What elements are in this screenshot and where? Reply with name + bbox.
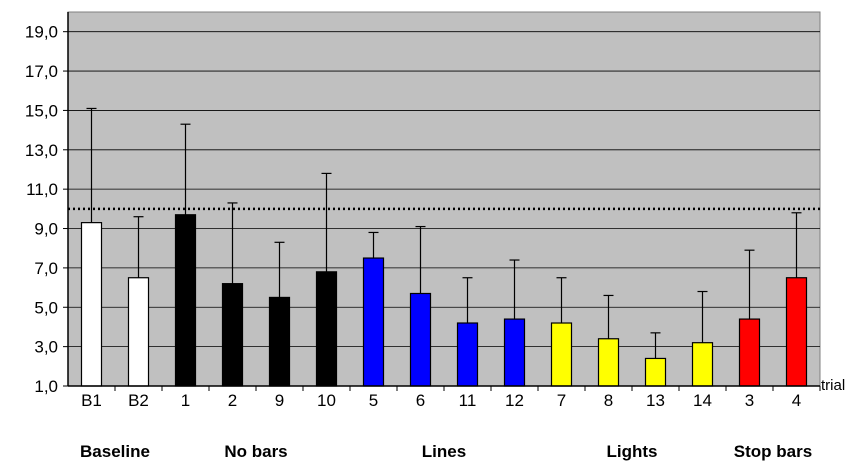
bar [127, 277, 150, 387]
bar [503, 318, 526, 387]
x-tick-label: 4 [792, 391, 801, 410]
x-tick-label: B2 [128, 391, 149, 410]
group-label: Stop bars [734, 442, 812, 461]
x-tick-label: 2 [228, 391, 237, 410]
y-tick-label: 7,0 [34, 259, 58, 278]
y-axis-ticks: 1,0 3,0 5,0 7,0 9,0 11,0 13,0 15,0 17,0 19,0 [25, 23, 68, 396]
x-axis-ticks: B1 B2 1 2 9 10 5 6 11 12 7 8 13 14 3 4 [81, 386, 821, 410]
bar [456, 322, 479, 387]
bars [80, 214, 808, 387]
x-tick-label: 12 [505, 391, 524, 410]
y-tick-label: 13,0 [25, 141, 58, 160]
y-tick-label: 1,0 [34, 377, 58, 396]
x-tick-label: 7 [557, 391, 566, 410]
x-tick-label: 8 [604, 391, 613, 410]
bar [362, 257, 385, 387]
y-tick-label: 3,0 [34, 338, 58, 357]
bar [644, 357, 667, 387]
bar [691, 342, 714, 387]
x-tick-label: 1 [181, 391, 190, 410]
bar [221, 283, 244, 387]
bar [80, 222, 103, 387]
y-tick-label: 11,0 [26, 180, 58, 199]
bar [785, 277, 808, 387]
x-tick-label: B1 [81, 391, 102, 410]
bar [597, 338, 620, 387]
group-label: Lights [607, 442, 658, 461]
bar [409, 292, 432, 387]
y-tick-label: 15,0 [25, 101, 58, 120]
x-tick-label: 14 [693, 391, 712, 410]
x-tick-label: 3 [745, 391, 754, 410]
bar [550, 322, 573, 387]
error-bars [86, 107, 802, 359]
y-tick-label: 5,0 [34, 298, 58, 317]
group-label: Baseline [80, 442, 150, 461]
x-tick-label: 11 [459, 391, 477, 410]
y-tick-label: 9,0 [34, 220, 58, 239]
bar [268, 296, 291, 387]
x-tick-label: 13 [646, 391, 665, 410]
group-label: Lines [422, 442, 466, 461]
bar [174, 214, 197, 387]
group-labels: Baseline No bars Lines Lights Stop bars [80, 442, 812, 461]
x-tick-label: 5 [369, 391, 378, 410]
x-tick-label: 9 [275, 391, 284, 410]
bar [738, 318, 761, 387]
y-tick-label: 17,0 [25, 62, 58, 81]
x-tick-label: 6 [416, 391, 425, 410]
group-label: No bars [224, 442, 287, 461]
bar [315, 271, 338, 387]
y-tick-label: 19,0 [25, 23, 58, 42]
x-axis-unit-label: trial [821, 377, 845, 394]
x-tick-label: 10 [317, 391, 336, 410]
